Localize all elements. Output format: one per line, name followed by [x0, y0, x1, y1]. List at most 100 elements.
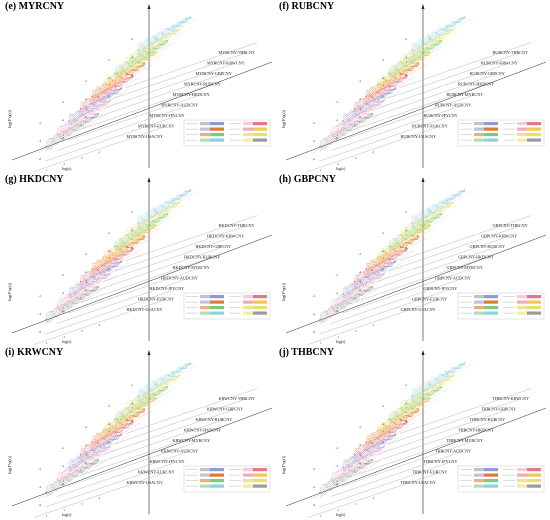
data-point [132, 248, 134, 250]
series-line-rubcny-hkdcny [377, 52, 431, 88]
legend-swatch [253, 484, 267, 488]
data-point [354, 469, 356, 472]
chart-h: -6 -4 -2 GBPCNY-USACNY GBPCNY-EURCNY -6 -4 -2 GB… [281, 177, 547, 345]
data-point [411, 222, 413, 224]
layer-guide [335, 89, 403, 128]
series-line-thbcny-hkdcny [377, 398, 431, 434]
data-point [411, 62, 414, 64]
data-point [178, 28, 180, 31]
data-point [394, 433, 397, 436]
data-point [114, 431, 117, 434]
data-point [126, 73, 128, 76]
z-tick-label: -4 [313, 485, 316, 489]
data-point [394, 260, 397, 263]
series-line-myrcny-usacny [45, 113, 99, 148]
layer-baseline [33, 126, 166, 172]
series-line-rubcny-hkdcny [377, 51, 431, 86]
data-point [388, 431, 391, 434]
z-tick-label: -6 [108, 440, 111, 444]
panel-title-j: (j) THBCNY [279, 347, 335, 358]
x-tick-label: 2 [338, 335, 340, 339]
layer-guide [38, 461, 106, 499]
series-line-hkdcny-gbpcny [114, 213, 168, 244]
series-line-myrcny-thbcny [137, 18, 191, 54]
legend-swatch [253, 295, 267, 299]
data-point [342, 120, 344, 122]
legend-swatch [200, 138, 210, 142]
series-line-gbpcny-rubcny [388, 215, 442, 252]
series-line-krwcny-myrcny [91, 409, 145, 444]
series-line-thbcny-gbpcny [400, 376, 454, 413]
data-point [91, 95, 93, 98]
layer-baseline [365, 246, 497, 293]
pair-label: KRWCNY-THBCNY [219, 396, 256, 401]
layer-baseline [91, 419, 223, 466]
data-point [388, 72, 390, 75]
series-line-myrcny-gbpcny [114, 40, 168, 71]
legend-swatch [484, 300, 498, 304]
z-tick-label: -4 [39, 139, 42, 143]
layer-guide [38, 288, 106, 326]
z-tick-label: -6 [336, 136, 339, 140]
data-point [114, 258, 117, 261]
layer-guide [358, 237, 426, 276]
data-point [172, 27, 174, 29]
layer-guide [119, 376, 187, 415]
z-tick-label: -4 [405, 55, 408, 59]
data-point [376, 257, 379, 259]
series-line-gbpcny-eurcny [331, 272, 385, 303]
pair-label: KRWCNY-AUDCNY [161, 449, 198, 454]
data-point [411, 395, 413, 397]
pair-label: MYRCNY-USACNY [127, 134, 164, 139]
z-tick-label: -6 [85, 115, 88, 119]
z-tick-label: -4 [131, 55, 134, 59]
data-point [428, 383, 431, 386]
data-point [80, 123, 82, 126]
series-line-gbpcny-rubcny [388, 213, 442, 244]
z-tick-label: -4 [85, 270, 88, 274]
series-line-gbpcny-hkdcny [377, 225, 431, 261]
legend [183, 465, 271, 493]
series-line-krwcny-rubcny [114, 388, 168, 425]
z-axis-arrow [147, 177, 151, 182]
x-tick-label: 4 [99, 496, 101, 500]
layer-baseline [319, 115, 451, 162]
x-axis-label: log(s) [336, 166, 346, 171]
legend-swatch [243, 300, 253, 304]
data-point [160, 39, 163, 41]
series-line-hkdcny-krwcny [126, 203, 180, 240]
data-point [56, 132, 59, 134]
legend-swatch [474, 479, 484, 483]
data-point [434, 385, 437, 387]
data-point [137, 235, 140, 237]
pair-label: RUBCNY-USACNY [401, 134, 437, 139]
series-line-myrcny-krwcny [126, 30, 180, 67]
x-tick-label: 2 [64, 508, 66, 512]
legend-swatch [527, 468, 541, 472]
data-point [330, 305, 333, 307]
z-axis-arrow [421, 177, 425, 182]
series-line-gbpcny-eurcny [331, 274, 385, 311]
legend-swatch [474, 133, 484, 137]
z-tick-label: -6 [336, 482, 339, 486]
data-point [154, 210, 157, 213]
series-line-hkdcny-rubcny [103, 224, 157, 259]
legend-swatch [210, 127, 224, 131]
chart-i: -6 -4 -2 KRWCNY-USACNY KRWCNY-EURCNY -6 -4 -2 KR… [7, 350, 273, 518]
layer-baseline [399, 388, 532, 434]
x-axis-label: log(s) [62, 339, 72, 344]
data-point [406, 75, 408, 77]
series-line-rubcny-krwcny [400, 30, 454, 67]
diagonal-axis-line [11, 407, 273, 507]
pair-label: KRWCNY-HKDCNY [184, 428, 221, 433]
series-line-gbpcny-eurcny [331, 273, 385, 308]
data-point [102, 84, 105, 86]
series-line-krwcny-usacny [45, 459, 99, 492]
series-line-gbpcny-hkdcny [377, 224, 431, 259]
data-point [126, 246, 128, 249]
series-line-rubcny-gbpcny [388, 39, 442, 75]
z-tick-label: -6 [405, 419, 408, 423]
series-line-thbcny-gbpcny [400, 374, 454, 405]
legend [457, 465, 545, 493]
panel-i: -6 -4 -2 KRWCNY-USACNY KRWCNY-EURCNY -6 -4 -2 KR… [2, 346, 274, 518]
